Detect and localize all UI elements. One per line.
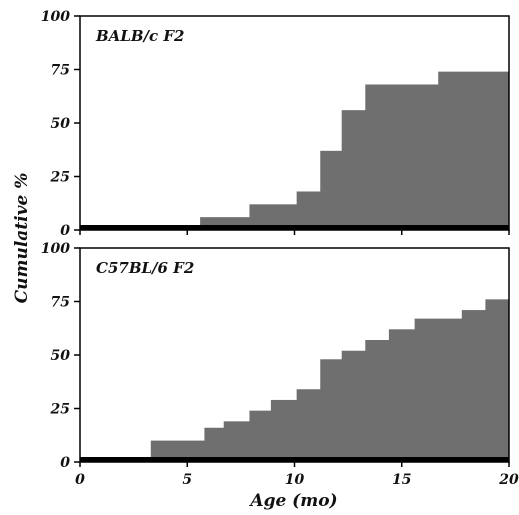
step-bar <box>461 310 486 462</box>
y-tick-label: 0 <box>60 223 70 239</box>
y-tick-label: 100 <box>41 9 70 25</box>
y-tick-label: 25 <box>50 170 70 186</box>
x-tick-label: 15 <box>392 472 411 488</box>
step-bar <box>270 399 298 462</box>
step-bar <box>414 318 463 462</box>
panel-c57bl6: 0 25 50 75 100 0 5 10 15 20 C57BL/6 F2 <box>41 241 519 488</box>
panel-title: C57BL/6 F2 <box>96 259 194 277</box>
step-bar <box>365 84 439 230</box>
step-bar <box>249 410 272 462</box>
step-bar <box>341 350 366 462</box>
panel-title: BALB/c F2 <box>95 27 184 45</box>
y-tick-label: 100 <box>41 241 70 257</box>
x-tick-label: 20 <box>498 472 519 488</box>
y-tick-label: 75 <box>51 295 70 311</box>
y-tick-label: 0 <box>60 455 70 471</box>
step-bar <box>204 427 225 462</box>
y-tick-label: 75 <box>51 63 70 79</box>
step-bar <box>365 340 390 462</box>
step-bar <box>320 150 343 230</box>
step-bar <box>438 71 510 230</box>
baseline <box>80 225 509 230</box>
y-tick-label: 50 <box>51 348 71 364</box>
baseline <box>80 457 509 462</box>
step-bar <box>388 329 416 462</box>
step-bar <box>485 299 510 462</box>
step-bar <box>150 440 205 462</box>
x-tick-label: 10 <box>285 472 305 488</box>
step-bar <box>320 359 343 462</box>
x-tick-label: 0 <box>75 472 85 488</box>
step-bar <box>296 191 321 230</box>
y-axis-label: Cumulative % <box>12 173 32 304</box>
y-tick-label: 25 <box>50 402 70 418</box>
y-tick-label: 50 <box>51 116 71 132</box>
step-bar <box>296 389 321 462</box>
x-axis-label: Age (mo) <box>248 491 337 511</box>
x-tick-label: 5 <box>182 472 192 488</box>
step-bar <box>223 421 250 462</box>
step-bar <box>341 110 366 230</box>
panel-balbc: 0 25 50 75 100 BALB/c F2 <box>41 9 510 239</box>
